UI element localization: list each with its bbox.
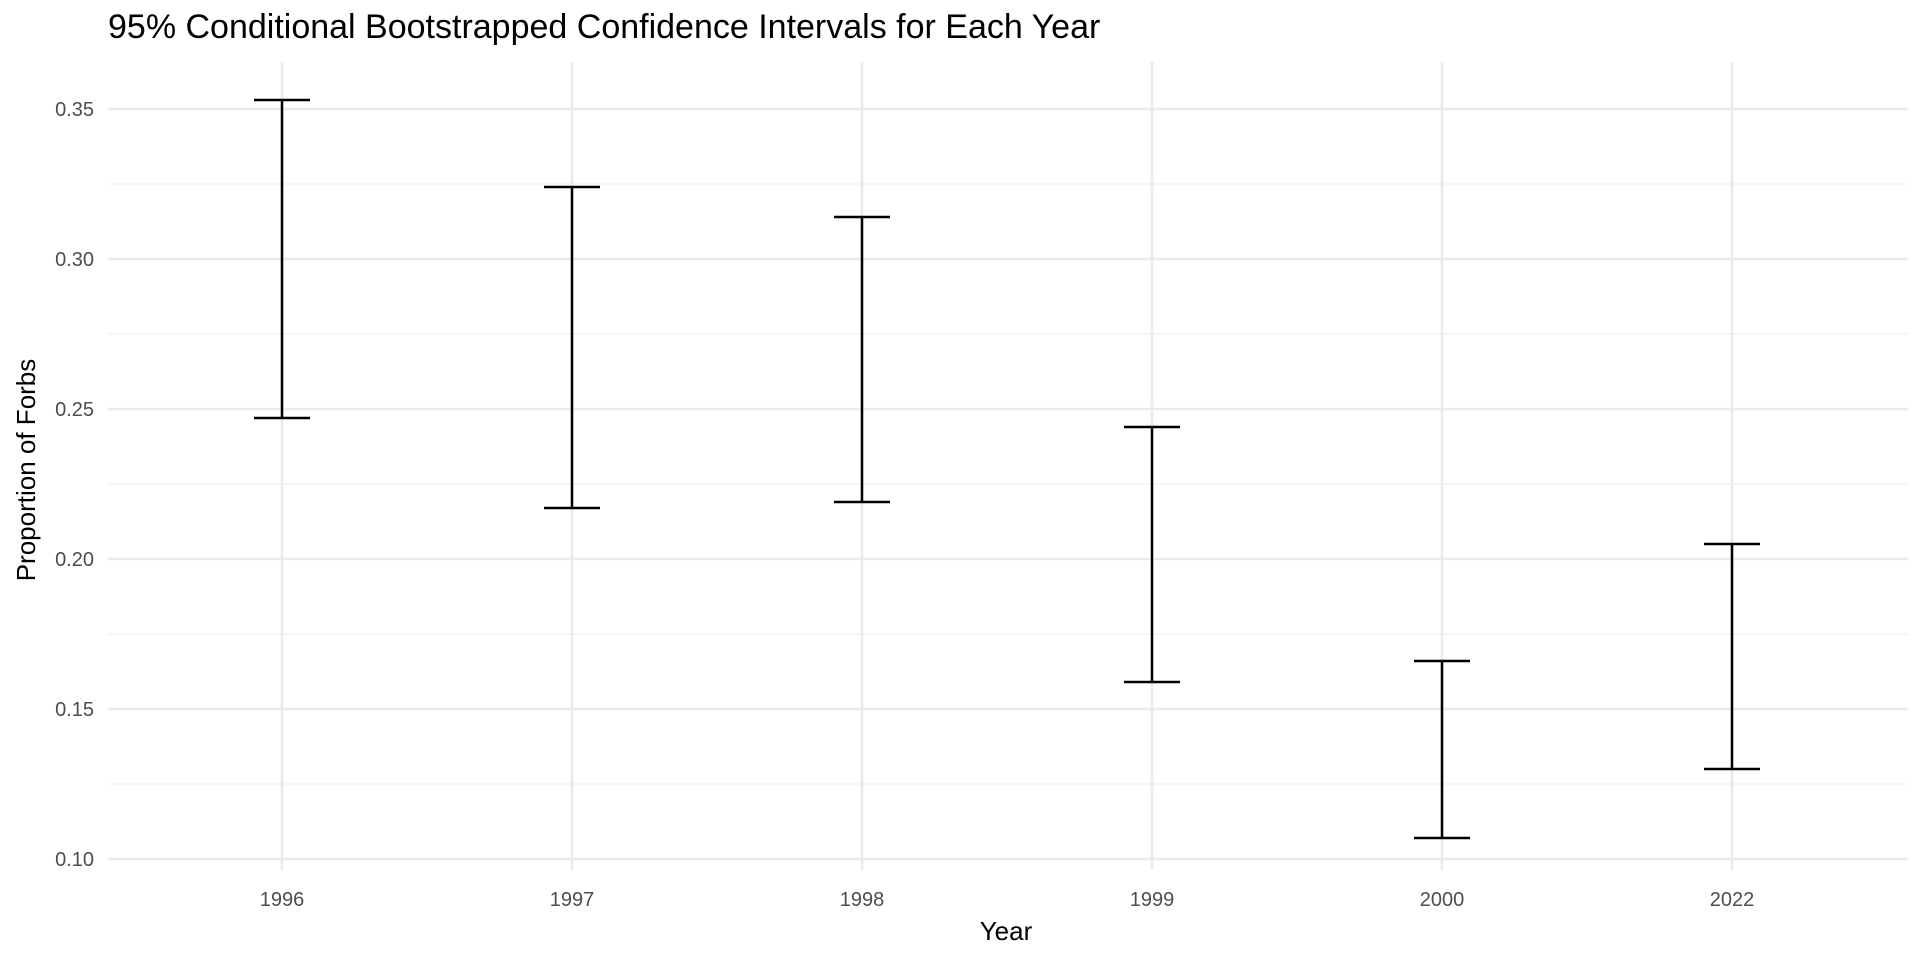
errorbar-1999 xyxy=(1124,425,1180,684)
errorbar-2000 xyxy=(1414,659,1470,840)
chart-title: 95% Conditional Bootstrapped Confidence … xyxy=(108,8,1100,46)
y-tick-label: 0.35 xyxy=(55,99,94,121)
y-tick-label: 0.20 xyxy=(55,549,94,571)
x-tick-label: 2000 xyxy=(1420,889,1465,911)
x-tick-labels: 1996 1997 1998 1999 2000 2022 xyxy=(260,889,1755,911)
y-tick-label: 0.15 xyxy=(55,699,94,721)
errorbar-1996 xyxy=(254,98,310,420)
x-tick-label: 1996 xyxy=(260,889,305,911)
x-tick-label: 1999 xyxy=(1130,889,1175,911)
x-tick-label: 2022 xyxy=(1710,889,1755,911)
errorbar-2022 xyxy=(1704,542,1760,771)
y-tick-label: 0.25 xyxy=(55,399,94,421)
y-tick-label: 0.10 xyxy=(55,849,94,871)
errorbars xyxy=(254,98,1760,840)
x-axis-title: Year xyxy=(980,916,1033,946)
x-tick-label: 1997 xyxy=(550,889,595,911)
y-tick-labels: 0.10 0.15 0.20 0.25 0.30 0.35 xyxy=(55,99,94,871)
errorbar-1998 xyxy=(834,215,890,504)
y-tick-label: 0.30 xyxy=(55,249,94,271)
x-tick-label: 1998 xyxy=(840,889,885,911)
grid xyxy=(108,62,1908,870)
errorbar-1997 xyxy=(544,185,600,510)
y-axis-title: Proportion of Forbs xyxy=(11,359,41,582)
